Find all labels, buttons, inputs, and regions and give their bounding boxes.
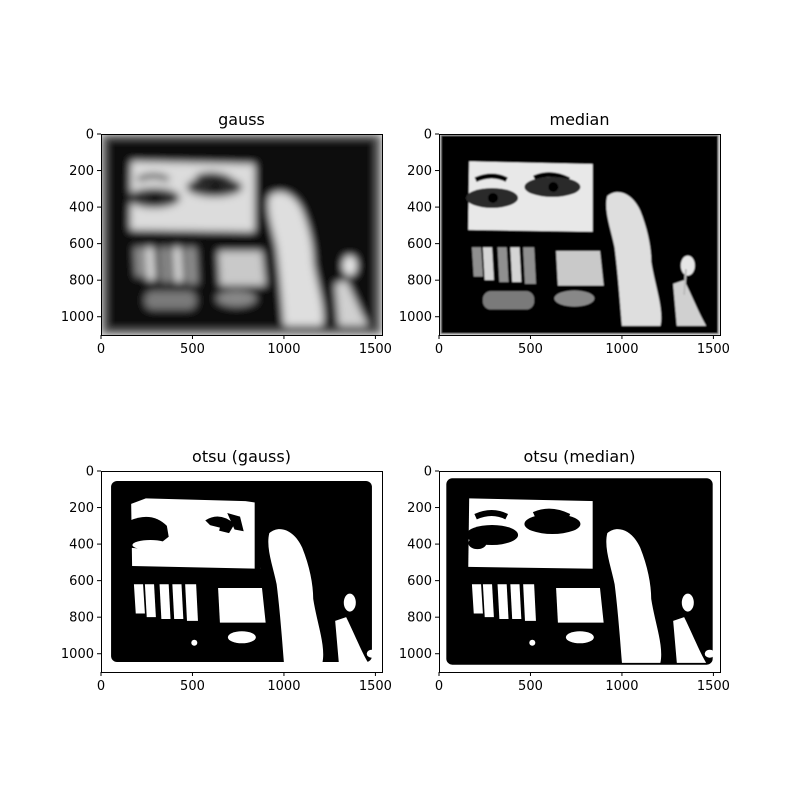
x-tick-label: 1500 <box>697 342 730 357</box>
y-tick-label: 800 <box>407 274 432 289</box>
panel-title: median <box>550 110 610 129</box>
y-tick-label: 200 <box>407 501 432 516</box>
x-tick-label: 1500 <box>359 342 392 357</box>
y-tick-label: 1000 <box>61 310 94 325</box>
y-tick-label: 400 <box>407 201 432 216</box>
y-tick-label: 0 <box>86 128 94 143</box>
y-tick-label: 0 <box>424 465 432 480</box>
panel-title: otsu (median) <box>523 447 635 466</box>
axes-frame <box>101 134 383 336</box>
image-3 <box>101 471 382 672</box>
x-tick-label: 1000 <box>605 679 638 694</box>
y-tick-label: 200 <box>407 164 432 179</box>
y-tick-label: 400 <box>407 538 432 553</box>
x-tick-label: 1000 <box>267 679 300 694</box>
y-tick-label: 200 <box>69 164 94 179</box>
y-tick-label: 800 <box>69 611 94 626</box>
axes-frame <box>439 471 721 673</box>
panel-2: median 0 500 1000 1500 0 200 400 600 800 1000 <box>399 110 730 357</box>
x-tick-label: 500 <box>180 342 205 357</box>
y-tick-label: 0 <box>86 465 94 480</box>
axes-frame <box>101 471 383 673</box>
x-tick-label: 500 <box>518 679 543 694</box>
axes-frame <box>439 134 721 336</box>
y-tick-label: 400 <box>69 538 94 553</box>
x-tick-label: 0 <box>97 342 105 357</box>
y-tick-label: 600 <box>69 237 94 252</box>
x-tick-label: 1500 <box>697 679 730 694</box>
y-tick-label: 400 <box>69 201 94 216</box>
x-tick-label: 1000 <box>267 342 300 357</box>
x-tick-label: 0 <box>435 679 443 694</box>
panel-4: otsu (median) 0 500 1000 1500 0 200 400 600 800 10… <box>399 447 730 694</box>
y-tick-label: 600 <box>407 237 432 252</box>
y-tick-label: 800 <box>407 611 432 626</box>
y-tick-label: 1000 <box>399 310 432 325</box>
y-tick-label: 0 <box>424 128 432 143</box>
y-tick-label: 600 <box>407 574 432 589</box>
x-tick-label: 1000 <box>605 342 638 357</box>
y-tick-label: 1000 <box>61 647 94 662</box>
panel-title: otsu (gauss) <box>192 447 291 466</box>
x-tick-label: 500 <box>180 679 205 694</box>
panel-title: gauss <box>218 110 265 129</box>
y-tick-label: 1000 <box>399 647 432 662</box>
y-tick-label: 600 <box>69 574 94 589</box>
x-tick-label: 1500 <box>359 679 392 694</box>
image-1 <box>101 134 382 335</box>
x-tick-label: 500 <box>518 342 543 357</box>
panel-3: otsu (gauss) 0 500 1000 1500 0 200 400 600 800 100… <box>61 447 392 694</box>
y-tick-label: 800 <box>69 274 94 289</box>
panel-1: gauss 0 500 1000 1500 0 200 400 600 800 1000 <box>61 110 392 357</box>
image-4 <box>439 471 720 672</box>
x-tick-label: 0 <box>435 342 443 357</box>
y-tick-label: 200 <box>69 501 94 516</box>
image-2 <box>439 134 720 335</box>
x-tick-label: 0 <box>97 679 105 694</box>
